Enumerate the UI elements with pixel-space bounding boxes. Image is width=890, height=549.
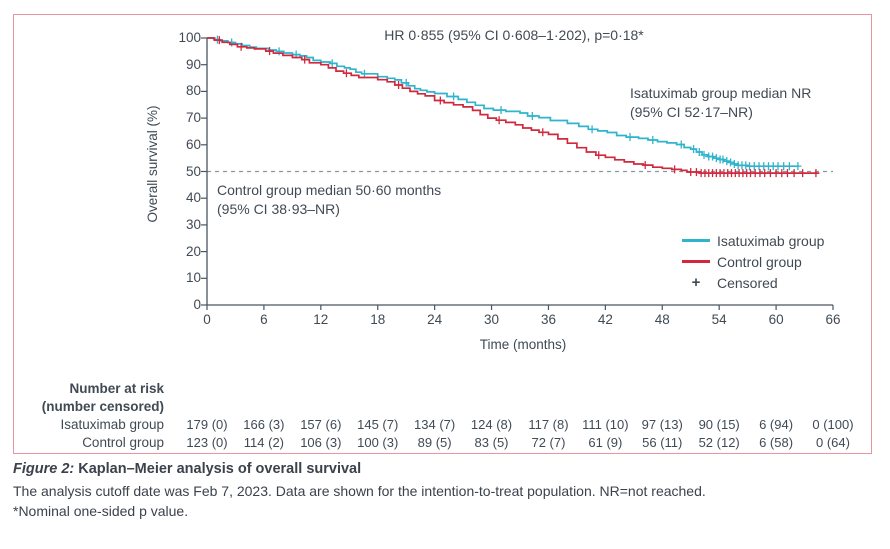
x-tick-label: 60 <box>768 312 784 327</box>
isatuximab-median-line1: Isatuximab group median NR <box>630 85 812 101</box>
caption-figure-number: Figure 2: <box>13 461 75 477</box>
legend-entry-isatuximab: Isatuximab group <box>682 230 824 251</box>
at-risk-row-label-isatuximab: Isatuximab group <box>60 417 164 432</box>
x-tick-label: 30 <box>484 312 500 327</box>
at-risk-cell: 72 (7) <box>531 435 566 450</box>
control-line-icon <box>682 260 710 263</box>
y-tick-label: 30 <box>185 216 201 232</box>
caption-footnote: *Nominal one-sided p value. <box>13 503 189 519</box>
x-tick-label: 12 <box>313 312 329 327</box>
at-risk-row-label-control: Control group <box>82 435 164 450</box>
hr-annotation: HR 0·855 (95% CI 0·608–1·202), p=0·18* <box>384 27 644 43</box>
at-risk-cell: 117 (8) <box>528 417 569 432</box>
y-tick-label: 10 <box>185 270 201 286</box>
y-tick-label: 0 <box>193 297 201 312</box>
x-tick-label: 48 <box>654 312 670 327</box>
at-risk-cell: 61 (9) <box>588 435 623 450</box>
at-risk-cell: 123 (0) <box>186 435 228 450</box>
at-risk-cell: 157 (6) <box>300 417 342 432</box>
x-tick-label: 36 <box>540 312 556 327</box>
y-tick-label: 80 <box>185 83 201 99</box>
control-median-line1: Control group median 50·60 months <box>217 182 442 198</box>
at-risk-cell: 114 (2) <box>243 435 285 450</box>
at-risk-cell: 56 (11) <box>642 435 683 450</box>
at-risk-cell: 89 (5) <box>417 435 452 450</box>
y-tick-label: 50 <box>185 163 201 179</box>
isatuximab-median-line2: (95% CI 52·17–NR) <box>630 104 753 120</box>
y-tick-label: 100 <box>178 30 201 45</box>
y-tick-label: 70 <box>185 110 201 126</box>
at-risk-cell: 52 (12) <box>698 435 740 450</box>
at-risk-cell: 134 (7) <box>414 417 456 432</box>
y-tick-label: 40 <box>185 190 201 206</box>
legend-label: Isatuximab group <box>717 232 825 249</box>
caption-title: Figure 2: Kaplan–Meier analysis of overa… <box>13 461 878 477</box>
y-tick-label: 20 <box>185 243 201 259</box>
censored-plus-icon: + <box>691 273 701 291</box>
at-risk-cell: 166 (3) <box>243 417 285 432</box>
at-risk-cell: 179 (0) <box>186 417 228 432</box>
legend-label: Control group <box>717 253 802 270</box>
legend-entry-control: Control group <box>682 251 824 272</box>
figure-panel: HR 0·855 (95% CI 0·608–1·202), p=0·18* I… <box>13 14 872 454</box>
survival-curve-isatuximab <box>207 37 798 168</box>
x-axis-title: Time (months) <box>479 337 567 352</box>
x-tick-label: 6 <box>260 312 268 327</box>
control-median-annotation: Control group median 50·60 months (95% C… <box>217 181 441 219</box>
at-risk-cell: 0 (100) <box>812 417 854 432</box>
isatuximab-line-icon <box>682 239 710 242</box>
caption-title-text: Kaplan–Meier analysis of overall surviva… <box>74 461 362 477</box>
legend-entry-censored: + Censored <box>682 272 824 293</box>
at-risk-cell: 145 (7) <box>357 417 399 432</box>
at-risk-cell: 90 (15) <box>698 417 740 432</box>
isatuximab-median-annotation: Isatuximab group median NR (95% CI 52·17… <box>630 84 811 122</box>
caption-body: The analysis cutoff date was Feb 7, 2023… <box>13 483 706 499</box>
at-risk-header-line1: Number at risk <box>69 381 164 396</box>
at-risk-cell: 0 (64) <box>816 435 850 450</box>
at-risk-cell: 106 (3) <box>300 435 342 450</box>
control-median-line2: (95% CI 38·93–NR) <box>217 201 340 217</box>
survival-curve-control <box>207 37 819 174</box>
legend-label: Censored <box>717 274 778 291</box>
at-risk-cell: 97 (13) <box>641 417 683 432</box>
at-risk-cell: 111 (10) <box>582 417 629 432</box>
x-tick-label: 18 <box>370 312 386 327</box>
at-risk-header-line2: (number censored) <box>41 399 164 414</box>
x-tick-label: 0 <box>203 312 211 327</box>
x-tick-label: 42 <box>597 312 613 327</box>
at-risk-cell: 100 (3) <box>357 435 399 450</box>
figure-caption: Figure 2: Kaplan–Meier analysis of overa… <box>13 461 878 523</box>
at-risk-cell: 124 (8) <box>470 417 513 432</box>
x-tick-label: 66 <box>825 312 841 327</box>
kaplan-meier-chart <box>201 35 834 310</box>
at-risk-cell: 83 (5) <box>474 435 509 450</box>
at-risk-cell: 6 (94) <box>759 417 794 432</box>
at-risk-cell: 6 (58) <box>759 435 794 450</box>
x-tick-label: 24 <box>427 312 443 327</box>
legend: Isatuximab group Control group + Censore… <box>682 230 824 293</box>
x-tick-label: 54 <box>711 312 727 327</box>
y-tick-label: 60 <box>185 136 201 152</box>
y-tick-label: 90 <box>185 56 201 72</box>
